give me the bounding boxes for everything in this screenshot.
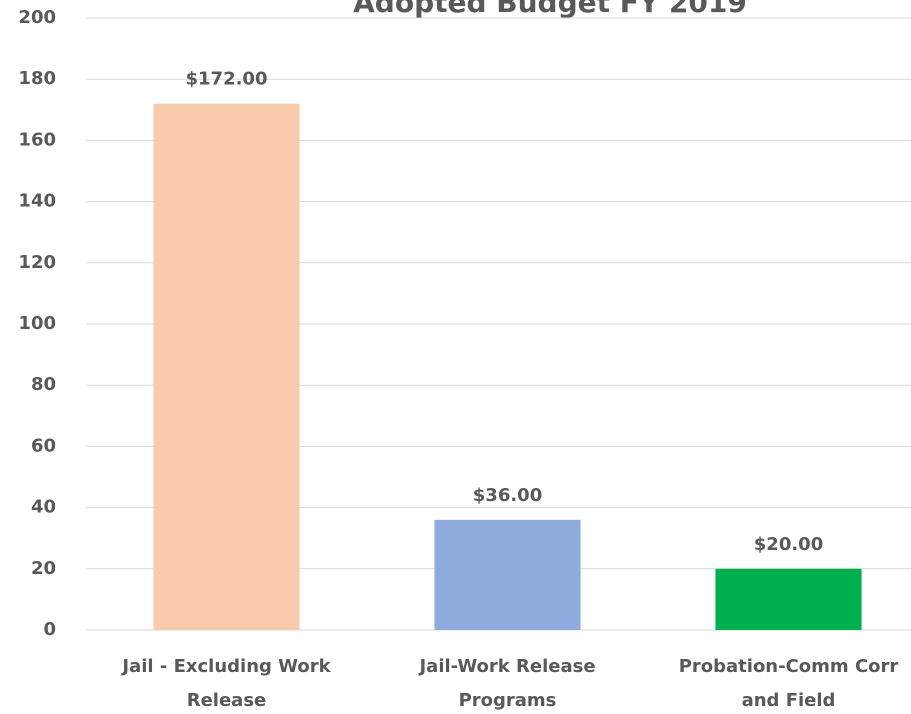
y-tick-label: 20 <box>31 558 56 579</box>
y-tick-label: 200 <box>18 7 56 28</box>
x-tick-label: Probation-Comm Corr and Field <box>678 656 899 711</box>
y-tick-label: 40 <box>31 497 56 518</box>
x-tick-label: Jail-Work Release Programs <box>419 656 596 711</box>
x-tick-label: Jail - Excluding Work Release <box>122 656 331 711</box>
y-tick-label: 100 <box>18 313 56 334</box>
data-label: $36.00 <box>473 485 542 506</box>
y-tick-label: 0 <box>43 619 56 640</box>
y-tick-label: 140 <box>18 191 56 212</box>
y-tick-label: 120 <box>18 252 56 273</box>
bar <box>153 103 300 631</box>
data-label: $172.00 <box>186 69 268 90</box>
bar <box>715 568 862 630</box>
y-tick-label: 60 <box>31 435 56 456</box>
bar <box>434 519 581 630</box>
data-label: $20.00 <box>754 534 823 555</box>
y-tick-label: 180 <box>18 68 56 89</box>
y-tick-label: 80 <box>31 374 56 395</box>
y-tick-label: 160 <box>18 129 56 150</box>
chart-title: Adopted Budget FY 2019 <box>353 0 747 19</box>
